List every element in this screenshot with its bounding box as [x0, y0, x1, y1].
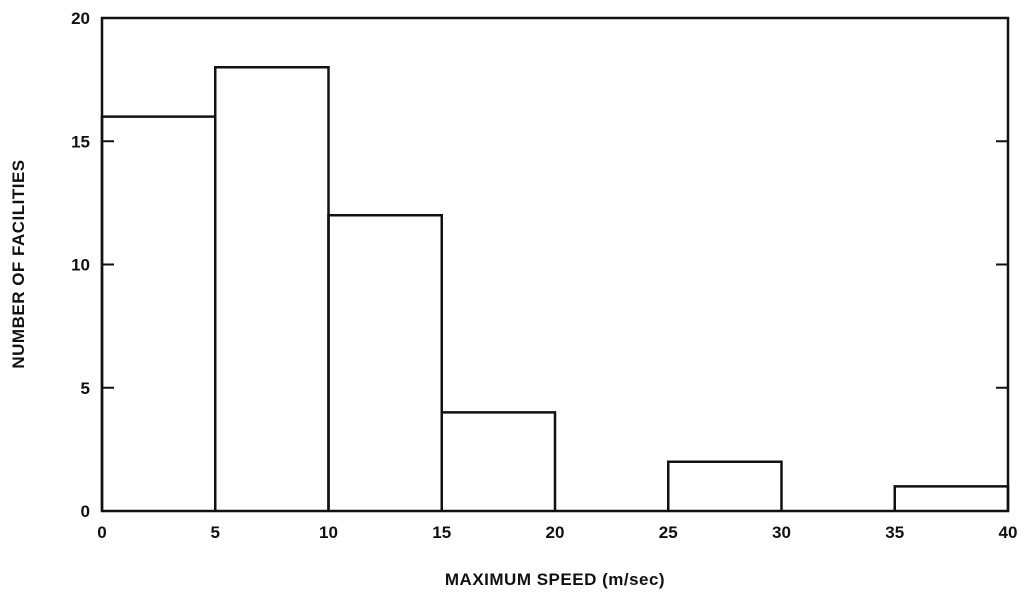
y-tick-label-5: 5: [81, 379, 90, 398]
x-tick-label-20: 20: [546, 523, 565, 542]
histogram-bar-35-40: [893, 485, 1010, 511]
x-tick-label-30: 30: [772, 523, 791, 542]
x-tick-label-15: 15: [432, 523, 451, 542]
y-axis-title: NUMBER OF FACILITIES: [9, 159, 28, 368]
bars-group: [100, 66, 1010, 511]
x-tick-label-0: 0: [97, 523, 106, 542]
y-tick-label-20: 20: [71, 9, 90, 28]
x-axis-ticks: 0 5 10 15 20 25 30 35 40: [97, 501, 1017, 542]
histogram-bar-25-30: [667, 460, 783, 511]
histogram-bar-15-20: [440, 411, 557, 511]
histogram-bar-10-15: [327, 213, 443, 511]
y-tick-label-15: 15: [71, 132, 90, 151]
x-tick-label-10: 10: [319, 523, 338, 542]
x-tick-label-25: 25: [659, 523, 678, 542]
x-tick-label-35: 35: [885, 523, 904, 542]
y-tick-label-0: 0: [81, 502, 90, 521]
y-tick-label-10: 10: [71, 256, 90, 275]
x-tick-label-5: 5: [211, 523, 220, 542]
histogram-bar-5-10: [214, 66, 330, 511]
histogram-bar-0-5: [100, 115, 217, 511]
y-axis-ticks: 0 5 10 15 20: [71, 9, 1008, 521]
x-axis-title: MAXIMUM SPEED (m/sec): [445, 570, 665, 589]
x-tick-label-40: 40: [999, 523, 1018, 542]
